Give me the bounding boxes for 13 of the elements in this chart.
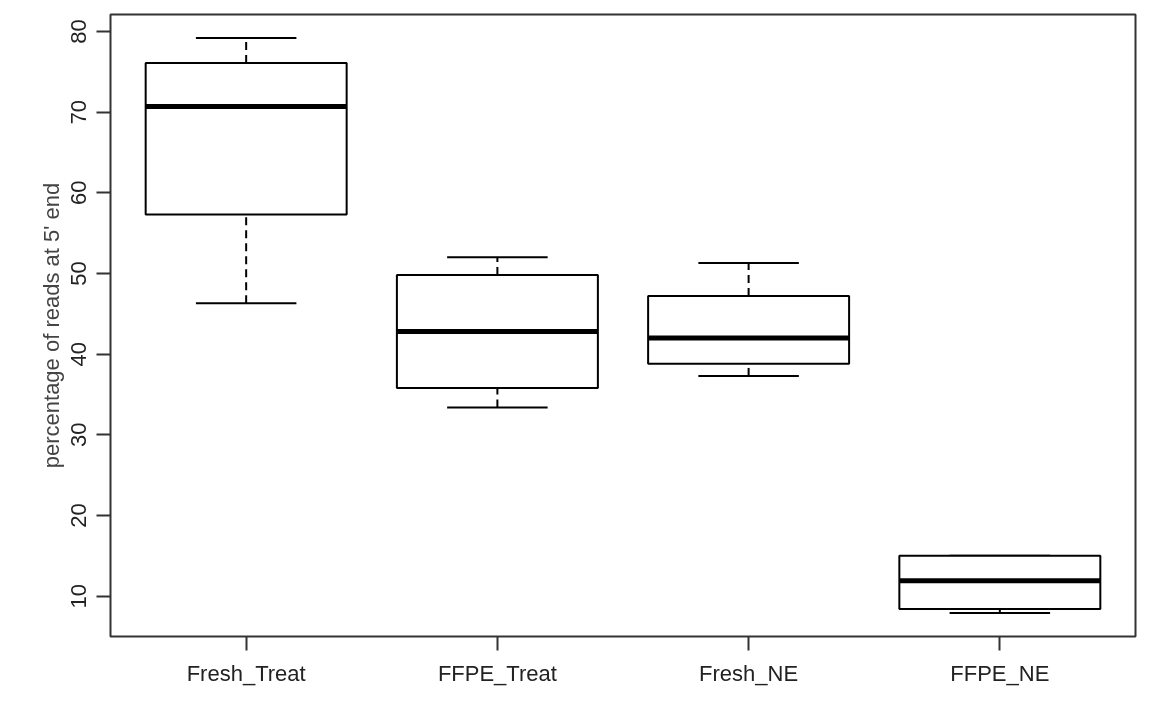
y-tick-label: 40	[66, 341, 92, 367]
x-tick-label: FFPE_NE	[950, 660, 1050, 686]
y-tick-label: 10	[66, 583, 92, 609]
x-tick-label: Fresh_NE	[699, 660, 799, 686]
x-tick-label: FFPE_Treat	[437, 660, 557, 686]
y-axis-title: percentage of reads at 5' end	[38, 182, 64, 469]
x-tick-label: Fresh_Treat	[186, 660, 306, 686]
y-tick-label: 60	[66, 180, 92, 206]
y-tick-label: 30	[66, 422, 92, 448]
y-tick-label: 70	[66, 99, 92, 125]
y-tick-label: 50	[66, 261, 92, 286]
y-tick-label: 20	[66, 503, 92, 528]
y-tick-label: 80	[66, 19, 92, 44]
